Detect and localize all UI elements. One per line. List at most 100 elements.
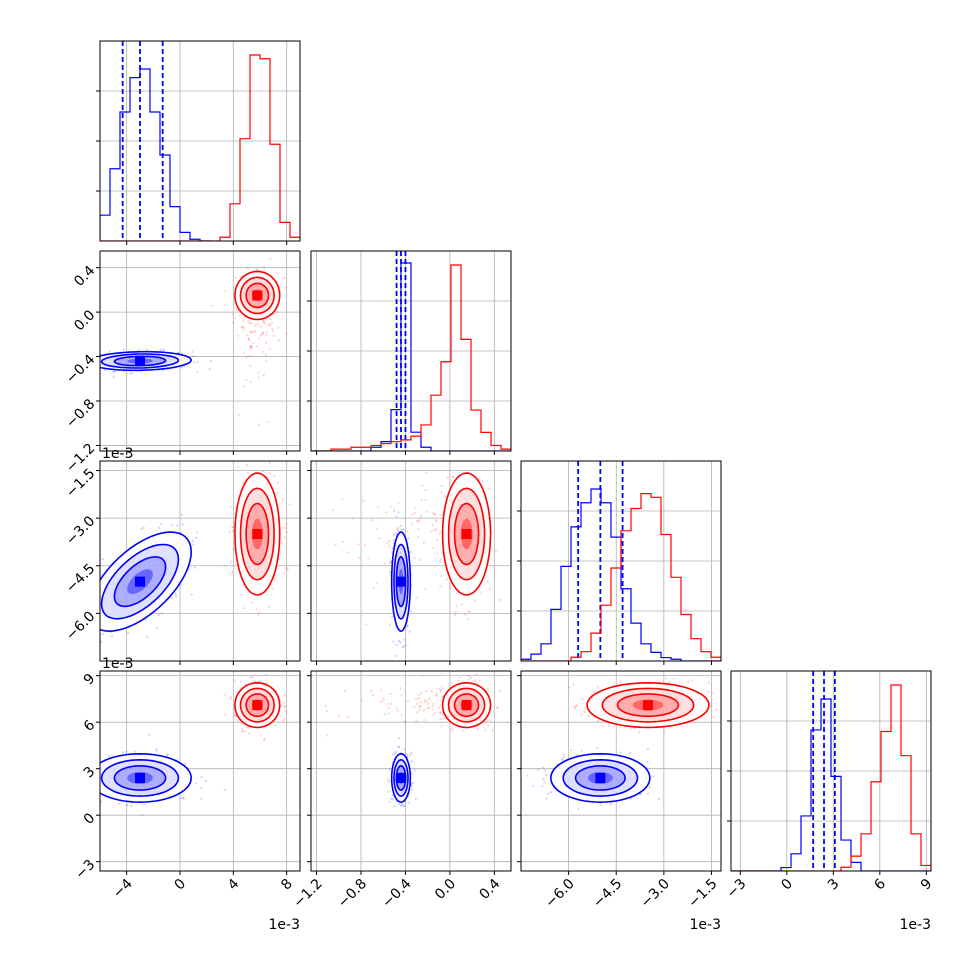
scatter-point bbox=[179, 796, 182, 800]
scatter-point bbox=[385, 511, 388, 514]
scatter-point bbox=[394, 751, 398, 754]
scatter-point bbox=[489, 719, 492, 722]
scatter-point bbox=[431, 511, 434, 515]
panel-3-3 bbox=[730, 670, 932, 872]
scatter-point bbox=[707, 690, 710, 693]
scatter-point bbox=[496, 706, 499, 709]
scatter-point bbox=[398, 736, 401, 740]
panel-frame bbox=[99, 670, 301, 872]
scatter-point bbox=[247, 337, 250, 341]
scatter-point bbox=[165, 754, 169, 757]
scatter-point bbox=[440, 725, 443, 728]
scatter-point bbox=[200, 775, 203, 779]
scatter-point bbox=[157, 614, 160, 617]
scatter-point bbox=[440, 685, 443, 688]
contour-line bbox=[616, 693, 680, 718]
scatter-point bbox=[398, 663, 400, 665]
x-tick-label: −6.0 bbox=[542, 876, 577, 911]
scatter-point bbox=[199, 786, 202, 789]
scatter-point bbox=[224, 304, 227, 307]
scatter-point bbox=[161, 348, 164, 351]
scatter-point bbox=[129, 372, 132, 375]
contour-line bbox=[574, 765, 626, 791]
scatter-point bbox=[573, 705, 576, 709]
scatter-point bbox=[257, 371, 260, 374]
scatter-point bbox=[619, 680, 622, 683]
scatter-point bbox=[415, 720, 418, 723]
contour-line bbox=[234, 270, 281, 321]
scatter-point bbox=[397, 639, 401, 642]
scatter-point bbox=[457, 679, 460, 683]
x-offset-label: 1e-3 bbox=[269, 917, 300, 933]
scatter-point bbox=[110, 635, 114, 638]
scatter-point bbox=[204, 780, 208, 783]
scatter-point bbox=[372, 587, 375, 590]
contour-line bbox=[100, 531, 193, 633]
scatter-point bbox=[276, 310, 279, 313]
scatter-point bbox=[383, 712, 386, 716]
y-tick-label: −3 bbox=[72, 857, 98, 883]
scatter-point bbox=[488, 487, 491, 490]
scatter-point bbox=[399, 641, 402, 644]
panel-frame bbox=[99, 460, 301, 662]
scatter-point bbox=[148, 733, 151, 736]
scatter-point bbox=[435, 518, 438, 522]
scatter-point bbox=[379, 700, 382, 703]
scatter-point bbox=[175, 594, 178, 597]
scatter-point bbox=[245, 726, 248, 729]
contour-line bbox=[245, 693, 270, 718]
scatter-point bbox=[389, 505, 392, 508]
contour-line bbox=[113, 556, 167, 608]
contours-blue bbox=[100, 531, 193, 633]
scatter-point bbox=[454, 613, 457, 617]
scatter-point bbox=[228, 572, 231, 576]
scatter-point bbox=[258, 337, 261, 340]
scatter-point bbox=[392, 753, 395, 756]
contours-blue bbox=[100, 752, 193, 804]
scatter-point bbox=[439, 560, 442, 564]
scatter-point bbox=[470, 676, 473, 680]
scatter-point bbox=[425, 690, 428, 693]
scatter-point bbox=[496, 706, 499, 709]
scatter-point bbox=[403, 804, 406, 807]
scatter-point bbox=[562, 753, 565, 756]
scatter-point bbox=[443, 495, 447, 498]
scatter-point bbox=[711, 692, 714, 695]
scatter-point bbox=[403, 584, 406, 587]
scatter-point bbox=[449, 582, 452, 585]
scatter-point bbox=[574, 707, 577, 710]
scatter-point bbox=[211, 304, 214, 307]
contour-line bbox=[245, 502, 270, 566]
scatter-point bbox=[262, 374, 265, 377]
scatter-point bbox=[421, 675, 424, 678]
contour-line bbox=[239, 276, 275, 315]
scatter-point bbox=[543, 781, 546, 784]
scatter-point bbox=[243, 328, 246, 331]
scatter-point bbox=[358, 556, 361, 560]
scatter-point bbox=[389, 561, 393, 564]
scatter-point bbox=[263, 269, 266, 272]
contour-line bbox=[234, 472, 281, 596]
scatter-point bbox=[249, 345, 252, 348]
scatter-point bbox=[488, 587, 492, 591]
y-tick-label: −0.4 bbox=[63, 352, 98, 387]
scatter-point bbox=[575, 704, 578, 708]
scatter-point bbox=[249, 322, 253, 325]
scatter-point bbox=[386, 703, 390, 706]
scatter-point bbox=[561, 759, 564, 762]
contour-line bbox=[113, 765, 167, 791]
scatter-point bbox=[580, 749, 583, 752]
scatter-point bbox=[259, 334, 262, 337]
scatter-point bbox=[112, 370, 115, 373]
scatter-point bbox=[241, 730, 244, 733]
scatter-point bbox=[415, 520, 418, 523]
scatter-point bbox=[393, 805, 396, 808]
density-peak bbox=[252, 529, 263, 540]
density-peak bbox=[252, 290, 263, 301]
scatter-point bbox=[241, 727, 244, 730]
scatter-point bbox=[246, 471, 249, 474]
scatter-point bbox=[391, 615, 394, 619]
scatter-point bbox=[266, 421, 269, 424]
scatter-point bbox=[393, 533, 396, 536]
scatter-point bbox=[285, 530, 288, 534]
